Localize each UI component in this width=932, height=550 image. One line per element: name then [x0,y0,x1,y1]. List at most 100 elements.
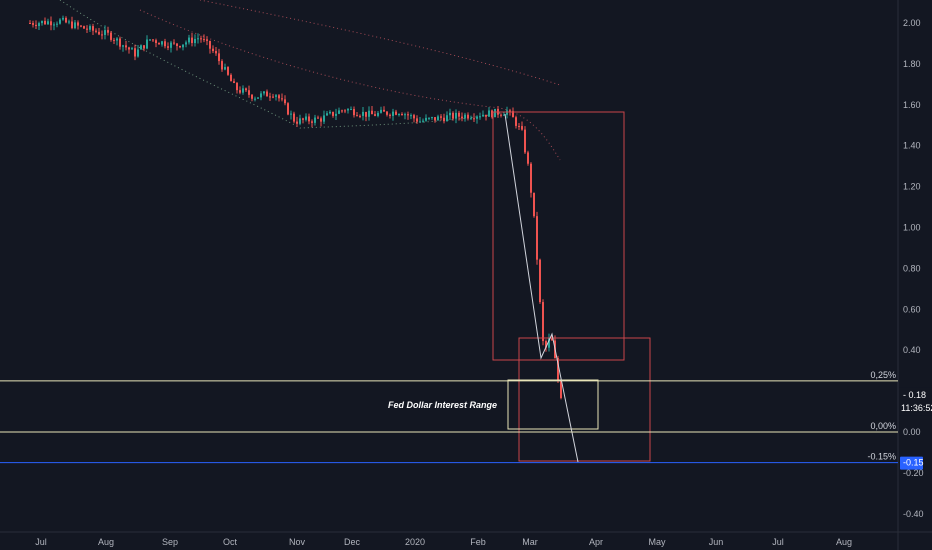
candle-body [206,39,208,41]
price-axis[interactable]: 2.001.801.601.401.201.000.800.600.400.20… [903,18,924,519]
candle-body [323,115,325,122]
candle-body [197,38,199,40]
candlestick-series [29,15,562,400]
candle-body [536,216,538,260]
candle-body [479,116,481,118]
candle-body [365,111,367,117]
candle-body [371,110,373,115]
candle-body [104,30,106,35]
candle-body [410,115,412,117]
drop-range-box[interactable] [492,111,625,361]
candle-body [92,26,94,31]
candle-body [455,112,457,119]
candle-body [503,114,505,116]
candle-body [518,125,520,127]
candle-body [38,23,40,27]
candle-body [359,115,361,117]
candle-body [152,39,154,41]
candle-body [32,23,34,25]
drawing-boxes [492,111,651,462]
candle-body [314,117,316,123]
candle-body [329,111,331,114]
y-tick-label: 0.40 [903,345,921,355]
candle-body [335,113,337,116]
candle-body [242,88,244,93]
countdown-timer: 11:36:52 [901,403,932,413]
candle-body [422,120,424,122]
projection-range-box[interactable] [518,337,651,462]
candle-body [548,337,550,348]
candle-body [50,21,52,26]
candle-body [386,111,388,115]
candle-body [353,109,355,116]
candle-body [131,48,133,50]
candle-body [146,39,148,49]
candle-body [251,94,253,99]
candle-body [377,112,379,116]
candle-body [293,113,295,122]
candle-body [473,118,475,120]
candle-body [440,116,442,118]
time-axis[interactable]: Jul Aug Sep Oct Nov Dec 2020 Feb Mar Apr May Jun Jul… [35,537,852,547]
interest-range-box[interactable] [507,379,599,430]
candle-body [215,51,217,54]
candle-body [332,111,334,116]
candle-body [419,121,421,123]
level-price-value: -0.15 [903,458,924,468]
candle-body [506,110,508,115]
candle-body [119,38,121,47]
candle-body [398,113,400,115]
candle-body [218,53,220,62]
y-tick-label: 1.00 [903,223,921,233]
candle-body [488,110,490,117]
x-tick-label: May [648,537,666,547]
candle-body [443,117,445,122]
candle-body [65,17,67,23]
candle-body [122,45,124,47]
candle-body [143,45,145,49]
candle-body [272,96,274,98]
candle-body [281,98,283,100]
candle-body [374,114,376,116]
candle-body [485,114,487,117]
horizontal-levels: 0,25% 0,00% -0.15% [0,370,898,464]
candle-body [428,117,430,119]
candle-body [284,99,286,104]
y-tick-label: 1.20 [903,182,921,192]
candle-body [392,111,394,116]
price-tags: - 0.18 11:36:52 -0.15 [899,387,932,470]
candle-body [56,23,58,25]
candle-body [539,259,541,303]
candle-body [407,114,409,116]
candle-body [425,117,427,121]
candle-body [173,42,175,44]
candle-body [344,110,346,112]
short-moving-average-line [59,0,506,129]
candle-body [380,109,382,113]
candle-body [44,20,46,25]
x-tick-label: Aug [98,537,114,547]
candle-body [161,41,163,45]
candle-body [437,116,439,121]
candle-body [482,114,484,117]
candle-body [140,45,142,50]
candle-body [149,39,151,41]
candle-body [464,114,466,119]
candle-body [134,48,136,57]
candle-body [155,40,157,44]
candle-body [221,61,223,70]
candle-body [110,32,112,40]
candle-body [179,45,181,48]
x-tick-label: Jun [709,537,724,547]
candle-body [209,40,211,49]
candle-body [266,91,268,97]
candle-body [560,381,562,399]
candle-body [296,121,298,124]
interest-range-annotation: Fed Dollar Interest Range [388,400,497,410]
level-label: -0.15% [867,452,896,462]
candle-body [278,95,280,99]
projection-path-line[interactable] [504,113,579,463]
candle-body [434,117,436,121]
candle-body [191,37,193,44]
